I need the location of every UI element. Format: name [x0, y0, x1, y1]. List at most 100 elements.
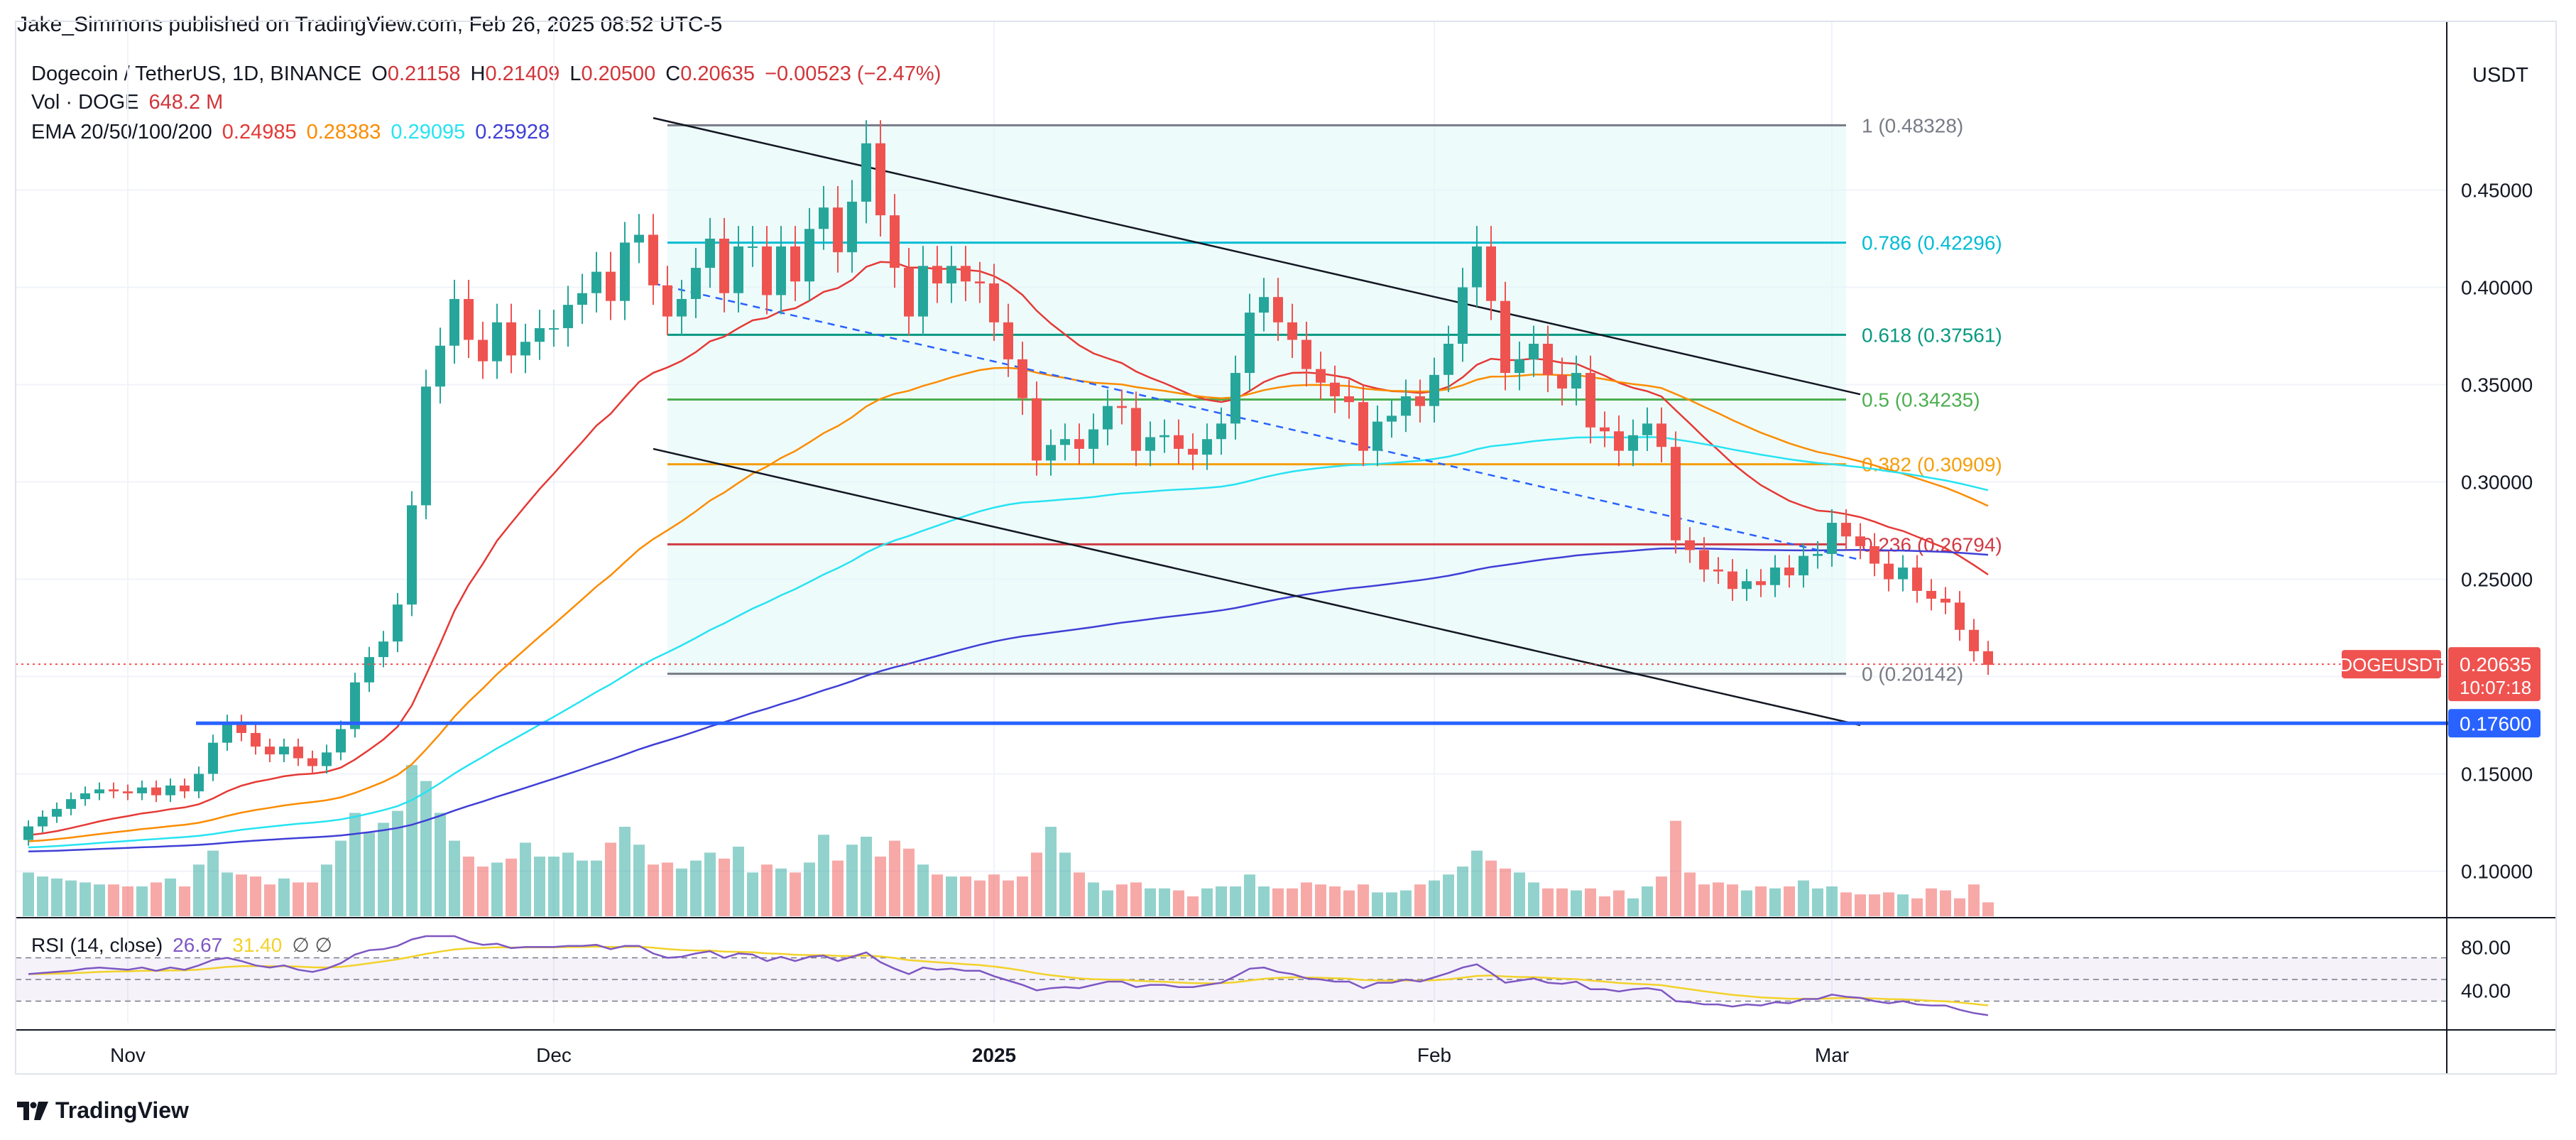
volume-bar — [321, 864, 332, 916]
candle-body — [1841, 523, 1851, 537]
candle-body — [393, 604, 403, 642]
time-tick: Nov — [110, 1044, 146, 1066]
candle-body — [719, 239, 729, 293]
price-tick: 0.30000 — [2461, 472, 2533, 494]
tradingview-logo-icon — [17, 1101, 48, 1120]
support-box — [2448, 709, 2540, 738]
candle-body — [662, 285, 672, 317]
rsi-line — [28, 935, 1989, 1016]
volume-bar — [903, 848, 915, 916]
volume-bar — [1642, 886, 1653, 916]
candle-body — [890, 215, 900, 268]
candle-body — [1529, 343, 1539, 359]
fib-retracement[interactable]: 1 (0.48328) 0.786 (0.42296) 0.618 (0.37561… — [667, 114, 2002, 685]
price-tick: 0.10000 — [2461, 861, 2533, 883]
currency-label[interactable]: USDT — [2472, 64, 2528, 87]
volume-bar — [179, 886, 190, 916]
candle-body — [1713, 569, 1723, 572]
ema100-value: 0.29095 — [391, 121, 466, 143]
candle-body — [1103, 406, 1113, 430]
volume-bar — [378, 823, 389, 916]
candle-body — [535, 328, 545, 342]
tradingview-logo[interactable]: TradingView — [17, 1097, 189, 1124]
candle-body — [961, 266, 971, 282]
candle-body — [1628, 435, 1638, 451]
candle-body — [80, 793, 90, 800]
candle-body — [1074, 439, 1084, 449]
symbol-ohlc-line: Dogecoin / TetherUS, 1D, BINANCE O0.21158… — [31, 63, 941, 86]
volume-bar — [278, 878, 290, 916]
volume-bar — [1230, 886, 1241, 916]
volume-bar — [1684, 872, 1696, 916]
ema20-line — [28, 261, 1989, 837]
candle-body — [1571, 373, 1581, 389]
volume-bar — [1968, 884, 1980, 916]
candle-body — [336, 729, 346, 753]
candle-body — [506, 322, 516, 356]
volume-bar — [1840, 892, 1852, 916]
ema200-value: 0.25928 — [475, 121, 550, 143]
volume-bar — [1400, 890, 1412, 916]
volume-bar — [1514, 872, 1525, 916]
candles[interactable] — [23, 120, 1993, 846]
candle-body — [38, 816, 48, 827]
candle-body — [279, 747, 289, 755]
candle-body — [1983, 651, 1993, 666]
volume-bar — [1627, 898, 1639, 916]
candle-body — [819, 207, 829, 229]
volume-legend[interactable]: Vol · DOGE 648.2 M — [31, 91, 223, 114]
symbol-tag: DOGEUSDT — [2339, 654, 2443, 675]
candle-body — [1912, 568, 1922, 591]
volume-bar — [932, 874, 943, 916]
volume-bar — [1031, 852, 1042, 916]
candle-body — [733, 246, 743, 293]
volume-bar — [719, 858, 730, 916]
candle-body — [1387, 416, 1397, 422]
candle-body — [1699, 550, 1709, 570]
volume-bar — [236, 874, 247, 916]
ema50-value: 0.28383 — [306, 121, 381, 143]
volume-bar — [619, 827, 631, 916]
candle-body — [1827, 523, 1837, 554]
volume-bar — [861, 837, 872, 916]
volume-bar — [1443, 874, 1454, 916]
candle-body — [1131, 408, 1141, 451]
candle-body — [975, 281, 985, 284]
volume-bar — [988, 874, 1000, 916]
candle-body — [449, 298, 459, 346]
candle-body — [1060, 439, 1070, 445]
volume-label: Vol · DOGE — [31, 91, 139, 114]
close-value: 0.20635 — [680, 63, 755, 85]
volume-bar — [1429, 880, 1440, 916]
symbol-name[interactable]: Dogecoin / TetherUS, 1D, BINANCE — [31, 63, 362, 85]
volume-bar — [520, 842, 531, 916]
candle-body — [1202, 439, 1212, 455]
high-value: 0.21409 — [485, 63, 560, 85]
rsi-legend[interactable]: RSI (14, close) 26.67 31.40 ∅ ∅ — [31, 933, 332, 957]
channel-mid — [653, 282, 1861, 561]
candle-body — [1685, 540, 1695, 550]
rsi-pane[interactable] — [16, 935, 2447, 1016]
candle-body — [1586, 373, 1595, 428]
rsi-tick: 40.00 — [2461, 979, 2511, 1001]
candle-body — [378, 641, 388, 658]
descending-channel[interactable] — [653, 116, 1861, 727]
fib-label: 0.5 (0.34235) — [1862, 389, 1980, 411]
candle-body — [1017, 359, 1027, 398]
low-label: L — [569, 63, 582, 85]
horizontal-levels[interactable] — [16, 663, 2532, 725]
candle-body — [307, 758, 317, 766]
volume-bar — [1769, 888, 1781, 916]
rsi-extra: ∅ ∅ — [292, 934, 332, 956]
candle-body — [265, 747, 275, 755]
candle-body — [322, 752, 332, 766]
candle-body — [1273, 297, 1283, 322]
ema-legend[interactable]: EMA 20/50/100/200 0.24985 0.28383 0.29095 0.… — [31, 121, 550, 144]
volume-bar — [846, 845, 858, 916]
candle-body — [52, 808, 62, 817]
symbol-tag-box — [2342, 650, 2441, 679]
axes: 0.450000.400000.350000.300000.250000.200… — [15, 21, 2557, 1075]
candle-body — [620, 242, 630, 301]
volume-bar — [108, 884, 119, 916]
